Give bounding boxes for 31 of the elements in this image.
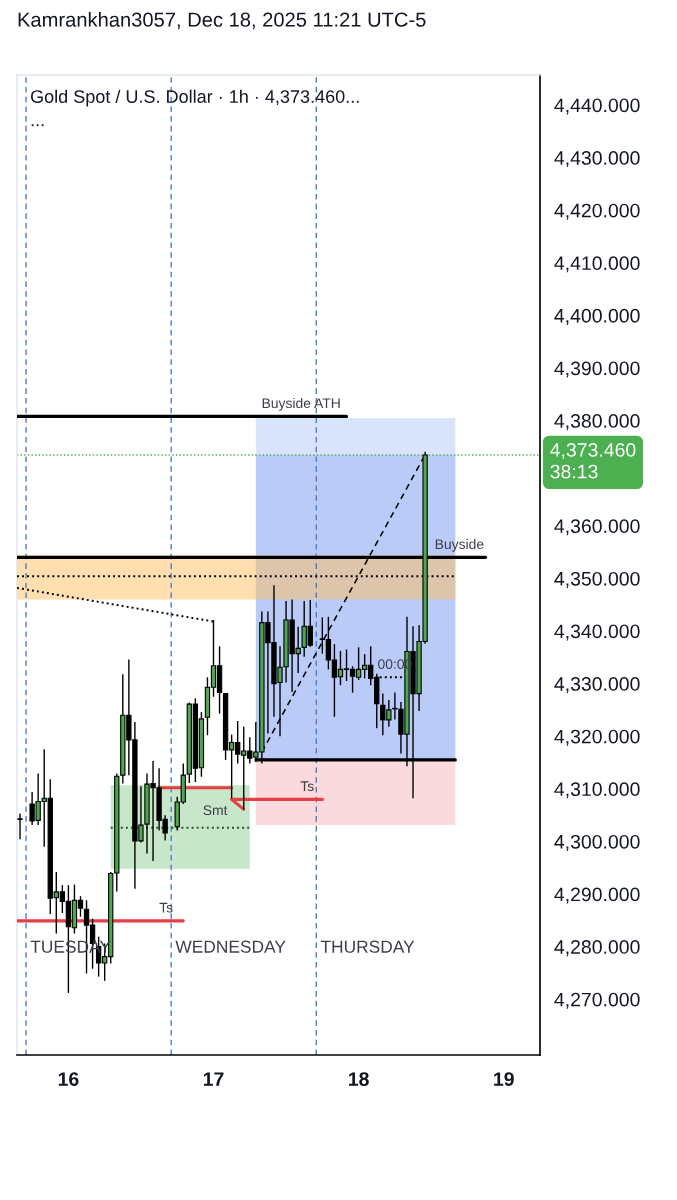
y-tick-label: 4,320.000 [554, 729, 640, 746]
y-tick-label: 4,310.000 [554, 782, 640, 799]
ref-line-label: 4,373.460 38:13 [550, 443, 636, 479]
x-tick-label: 19 [494, 1072, 514, 1086]
y-tick-label: 4,340.000 [554, 624, 640, 641]
text: Gold Spot / U.S. Dollar · 1h · 4,373.460... ... [30, 89, 359, 127]
x-tick-label: 17 [203, 1072, 224, 1086]
ref-line-label: WEDNESDAY [175, 940, 286, 953]
annotation: Buyside [435, 538, 484, 552]
y-tick-label: 4,360.000 [554, 519, 640, 536]
y-tick-label: 4,330.000 [554, 677, 640, 694]
y-tick-label: 4,430.000 [554, 151, 640, 168]
y-tick-label: 4,440.000 [554, 98, 640, 115]
y-tick-label: 4,420.000 [554, 203, 640, 220]
y-tick-label: 4,270.000 [554, 992, 640, 1009]
y-tick-label: 4,400.000 [554, 308, 640, 325]
y-tick-label: 4,290.000 [554, 887, 640, 904]
y-tick-label: 4,380.000 [554, 414, 640, 431]
y-tick-label: 4,350.000 [554, 571, 640, 588]
chart-title: Kamrankhan3057, Dec 18, 2025 11:21 UTC-5 [18, 12, 426, 30]
annotation: Smt [203, 805, 228, 816]
y-tick-label: 4,410.000 [554, 256, 640, 273]
y-tick-label: 4,390.000 [554, 361, 640, 378]
x-tick-label: 16 [58, 1072, 79, 1086]
annotation: Ts [159, 902, 173, 913]
annotation: Buyside ATH [262, 397, 340, 411]
x-tick-label: 18 [349, 1072, 369, 1086]
y-tick-label: 4,280.000 [554, 940, 640, 957]
y-tick-label: 4,300.000 [554, 834, 640, 851]
ref-line-label: THURSDAY [320, 940, 415, 953]
annotation: Ts [300, 781, 314, 792]
